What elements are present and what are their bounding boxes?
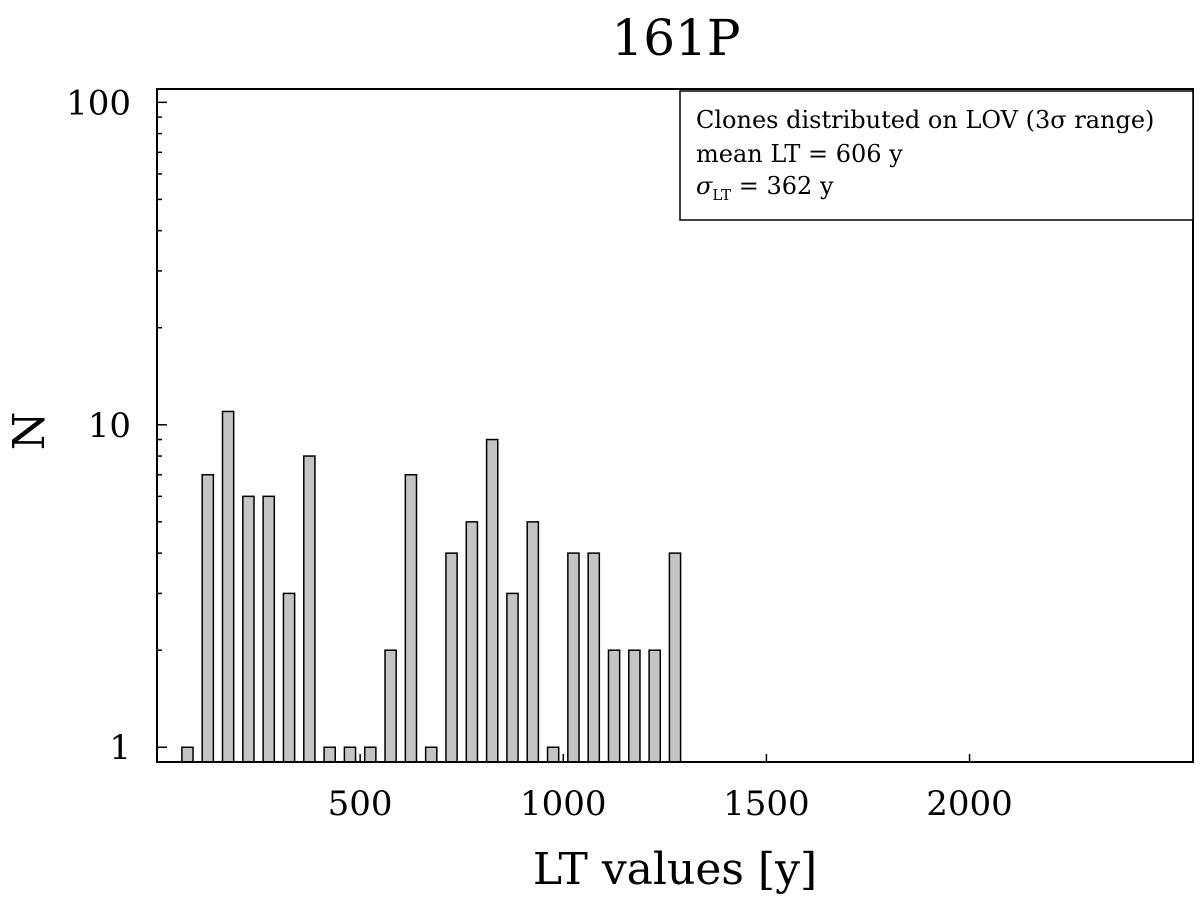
x-tick-label-500: 500 <box>328 784 393 824</box>
bar-15 <box>485 438 499 763</box>
legend-subscript: LT <box>712 186 731 204</box>
bar-11 <box>404 473 418 763</box>
legend-line-2: mean LT = 606 y <box>696 140 903 168</box>
bar-20 <box>587 552 601 763</box>
bar-21 <box>607 649 621 763</box>
bar-17 <box>526 521 540 763</box>
legend-frame <box>679 90 1194 221</box>
y-tick-label-100: 100 <box>66 83 131 123</box>
bar-5 <box>282 592 296 763</box>
x-tick-label-2000: 2000 <box>926 784 1013 824</box>
y-tick-label-10: 10 <box>88 406 131 446</box>
legend-line-3: σLT = 362 y <box>696 172 834 204</box>
x-tick-label-1000: 1000 <box>520 784 607 824</box>
bar-24 <box>668 552 682 763</box>
bar-14 <box>465 521 479 763</box>
bar-1 <box>201 473 215 763</box>
bar-2 <box>221 410 235 763</box>
plot-frame <box>156 88 1194 763</box>
y-tick-label-1: 1 <box>109 728 131 768</box>
legend-value: = 362 y <box>731 172 834 200</box>
x-ticks-group: 500 1000 1500 2000 <box>328 754 1013 824</box>
x-axis-label: LT values [y] <box>533 844 817 895</box>
bar-8 <box>343 746 357 763</box>
bar-19 <box>567 552 580 763</box>
legend-sigma: σ <box>696 172 713 200</box>
bar-4 <box>262 495 276 763</box>
x-tick-label-1500: 1500 <box>723 784 810 824</box>
bar-7 <box>323 746 336 763</box>
bar-6 <box>303 455 316 763</box>
bar-22 <box>628 649 641 763</box>
legend-line-1: Clones distributed on LOV (3σ range) <box>696 106 1154 134</box>
bar-12 <box>424 746 438 763</box>
y-axis-label: N <box>4 412 55 451</box>
y-ticks-group: 1 10 100 <box>66 83 167 768</box>
bar-3 <box>242 495 255 763</box>
bar-13 <box>445 552 458 763</box>
bars-group <box>181 410 682 763</box>
bar-16 <box>506 592 519 763</box>
bar-10 <box>384 649 397 763</box>
bar-0 <box>181 746 194 763</box>
bar-9 <box>363 746 377 763</box>
legend-box: Clones distributed on LOV (3σ range) mea… <box>679 90 1194 221</box>
chart-title: 161P <box>611 9 740 67</box>
bar-23 <box>648 649 662 763</box>
bar-18 <box>546 746 560 763</box>
